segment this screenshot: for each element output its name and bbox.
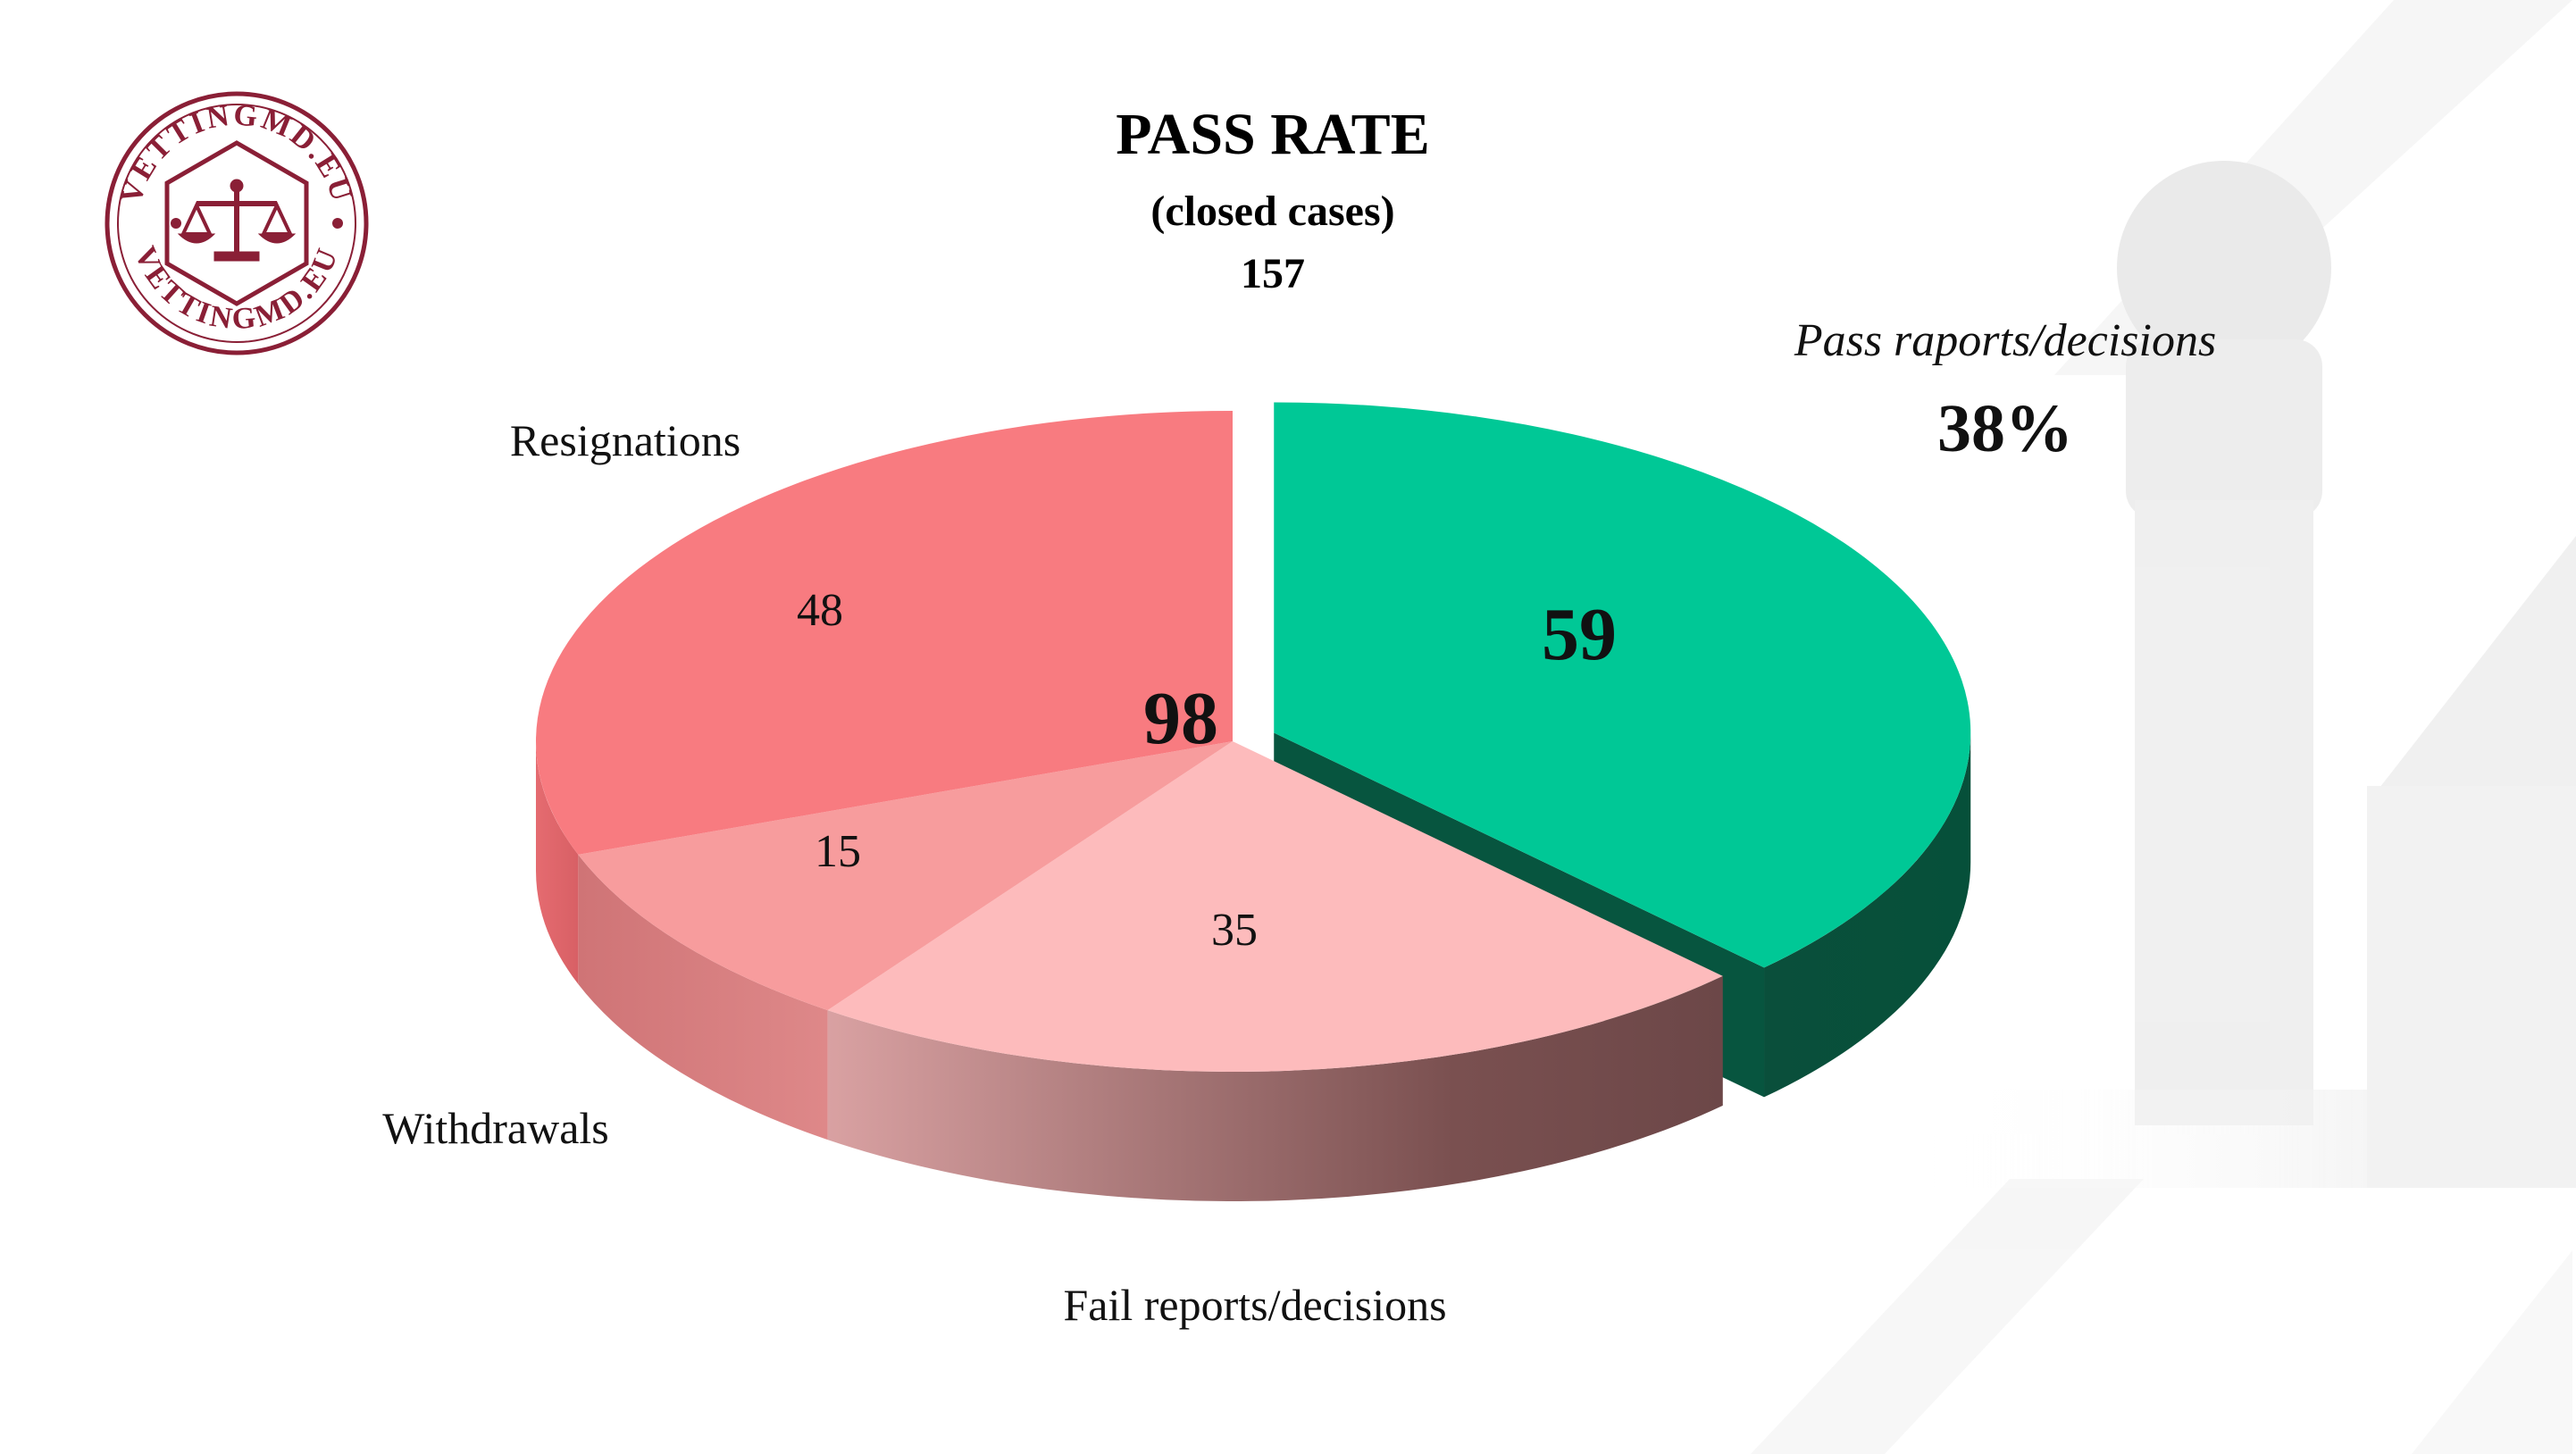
vettingmd-logo: VETTINGMD.EU VETTINGMD.EU [105,91,369,355]
value-resignations: 48 [797,585,843,636]
value-withdrawals: 15 [815,826,861,877]
scales-icon [177,179,297,262]
label-fail: Fail reports/decisions [1063,1280,1446,1330]
chart-total: 157 [1241,250,1305,297]
slice-pass-raports-decisions [1274,402,1971,968]
label-withdrawals: Withdrawals [382,1103,608,1153]
side-withdrawals [578,854,828,1141]
chart-title: PASS RATE [1116,102,1429,167]
label-pass: Pass raports/decisions [1794,315,2216,366]
value-fail: 35 [1211,905,1258,956]
side-fail-reports-decisions [827,975,1723,1201]
pie-tops [535,402,1971,1072]
value-pass: 59 [1542,593,1617,676]
slice-fail-reports-decisions [827,741,1723,1072]
slice-resignations [535,411,1233,855]
slice-withdrawals [578,741,1233,1011]
side-resignations [536,741,579,984]
pass-percent: 38% [1937,391,2073,466]
chart-subtitle: (closed cases) [1150,188,1394,235]
side-pass-raports-decisions [1764,732,1971,1098]
background-scales-watermark [1751,0,2576,1454]
fail-group-total: 98 [1143,677,1218,760]
label-resignations: Resignations [510,415,740,465]
